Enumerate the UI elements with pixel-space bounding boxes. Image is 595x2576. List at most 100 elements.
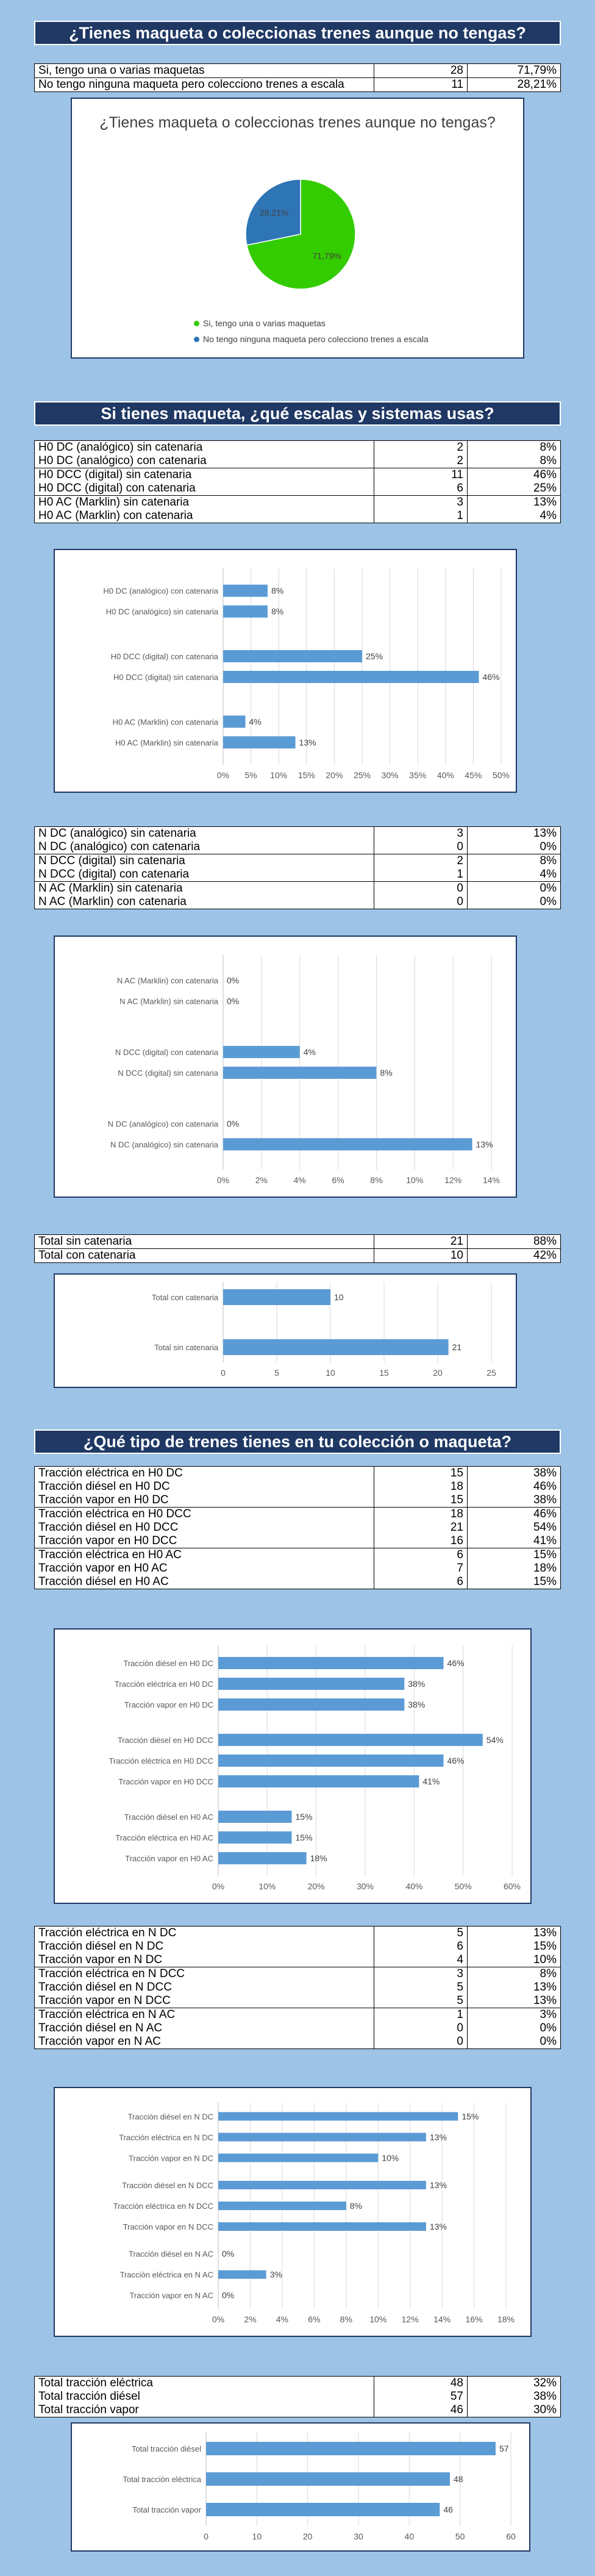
h0-scales-chart: 0% 5% 10% 15% 20% 25% 30% 35% 40% 45% 50% H0 DC (an… [54,549,517,793]
y-category-label: Tracción diésel en N DCC [122,2181,213,2190]
bar-value-label: 8% [350,2201,362,2211]
row-count: 15 [374,1494,468,1508]
bar [218,2202,346,2210]
x-tick-label: 16% [466,2314,483,2324]
row-count: 57 [374,2390,468,2403]
x-tick-label: 6% [332,1175,344,1185]
bar-value-label: 13% [299,737,316,747]
table-row: Tracción diésel en H0 DC 18 46% [34,1480,561,1494]
row-count: 0 [374,2022,468,2035]
row-label: No tengo ninguna maqueta pero colecciono… [34,77,374,92]
row-percent: 4% [467,509,561,523]
table-row: Total tracción diésel 57 38% [34,2390,561,2403]
bar-value-label: 46% [447,1756,465,1766]
bar-value-label: 46% [447,1658,465,1668]
bar-value-label: 0% [222,2249,234,2259]
bar-value-label: 41% [422,1776,440,1786]
table-row: Tracción eléctrica en N DC 5 13% [34,1926,561,1940]
bar-value-label: 25% [366,651,383,661]
bar [218,1811,292,1823]
table-row: H0 DCC (digital) con catenaria 6 25% [34,482,561,496]
bar-value-label: 13% [430,2222,447,2231]
table-row: Tracción diésel en N AC 0 0% [34,2022,561,2035]
x-tick-label: 40% [405,1881,422,1891]
row-label: Tracción vapor en N AC [34,2035,374,2049]
table-row: Tracción vapor en N DCC 5 13% [34,1994,561,2008]
n-scales-table: N DC (analógico) sin catenaria 3 13% N DC (… [34,826,561,909]
pie-slice [245,179,301,246]
table-row: N AC (Marklin) sin catenaria 0 0% [34,881,561,895]
table-row: Tracción eléctrica en N AC 1 3% [34,2008,561,2022]
bar [223,1138,472,1151]
y-category-label: N DC (analógico) con catenaria [108,1119,219,1128]
row-percent: 0% [467,881,561,895]
y-category-label: Tracción eléctrica en N DCC [113,2202,213,2211]
traction-totals-table: Total tracción eléctrica 48 32% Total tracc… [34,2376,561,2417]
maqueta-table: Si, tengo una o varias maquetas 28 71,79% N… [34,63,561,92]
row-count: 3 [374,826,468,840]
legend-swatch-green [194,320,199,326]
bar-value-label: 38% [408,1679,425,1689]
x-tick-label: 0% [212,2314,224,2324]
y-category-label: N DCC (digital) sin catenaria [118,1068,218,1078]
table-row: Total tracción vapor 46 30% [34,2403,561,2417]
bar-value-label: 4% [304,1047,316,1057]
h0-traction-table: Tracción eléctrica en H0 DC 15 38% Tracción… [34,1466,561,1589]
legend-item-no: No tengo ninguna maqueta pero colecciono… [194,334,429,344]
table-row: Tracción eléctrica en H0 DCC 18 46% [34,1507,561,1521]
pie-slice [246,179,356,290]
row-label: H0 DCC (digital) con catenaria [34,482,374,496]
y-category-label: Tracción eléctrica en H0 DCC [109,1756,213,1766]
x-tick-label: 10% [270,770,287,780]
row-label: H0 AC (Marklin) con catenaria [34,509,374,523]
row-label: Tracción diésel en N DC [34,1940,374,1953]
bar [218,1657,444,1669]
bar-value-label: 8% [380,1068,392,1078]
bar-value-label: 38% [408,1700,425,1709]
x-tick-label: 60% [504,1881,521,1891]
row-percent: 15% [467,1548,561,1562]
row-label: Tracción vapor en N DCC [34,1994,374,2008]
legend-swatch-blue [194,336,199,342]
x-tick-label: 50% [493,770,510,780]
bar-value-label: 15% [296,1812,313,1822]
row-percent: 46% [467,1480,561,1494]
x-tick-label: 20% [326,770,343,780]
x-tick-label: 10% [369,2314,387,2324]
row-percent: 18% [467,1562,561,1575]
row-count: 0 [374,881,468,895]
y-category-label: Total tracción eléctrica [123,2475,201,2484]
table-row: N AC (Marklin) con catenaria 0 0% [34,895,561,909]
table-row: H0 DCC (digital) sin catenaria 11 46% [34,468,561,482]
section-title-maqueta: ¿Tienes maqueta o coleccionas trenes aun… [34,21,561,45]
row-count: 2 [374,440,468,454]
row-percent: 13% [467,826,561,840]
y-category-label: H0 DCC (digital) con catenaria [111,652,219,661]
row-label: Total tracción eléctrica [34,2376,374,2390]
table-row: No tengo ninguna maqueta pero colecciono… [34,77,561,92]
x-tick-label: 10 [326,1368,335,1378]
x-tick-label: 8% [370,1175,382,1185]
bar [206,2472,450,2486]
row-percent: 13% [467,1926,561,1940]
table-row: N DCC (digital) sin catenaria 2 8% [34,854,561,868]
bar-value-label: 57 [499,2444,509,2453]
row-label: Tracción eléctrica en N DC [34,1926,374,1940]
row-percent: 0% [467,840,561,854]
row-percent: 0% [467,2022,561,2035]
y-category-label: Tracción eléctrica en N AC [120,2270,213,2280]
table-row: H0 DC (analógico) con catenaria 2 8% [34,454,561,468]
row-percent: 38% [467,2390,561,2403]
row-percent: 3% [467,2008,561,2022]
x-tick-label: 18% [497,2314,515,2324]
x-tick-label: 6% [308,2314,320,2324]
x-tick-label: 50 [455,2531,465,2541]
y-category-label: Tracción eléctrica en N DC [119,2133,213,2142]
bar-value-label: 10 [334,1292,344,1302]
table-row: H0 AC (Marklin) sin catenaria 3 13% [34,495,561,509]
row-label: Tracción diésel en H0 DCC [34,1521,374,1534]
row-label: N AC (Marklin) con catenaria [34,895,374,909]
x-tick-label: 14% [433,2314,451,2324]
table-row: Tracción eléctrica en H0 AC 6 15% [34,1548,561,1562]
row-percent: 8% [467,1967,561,1981]
